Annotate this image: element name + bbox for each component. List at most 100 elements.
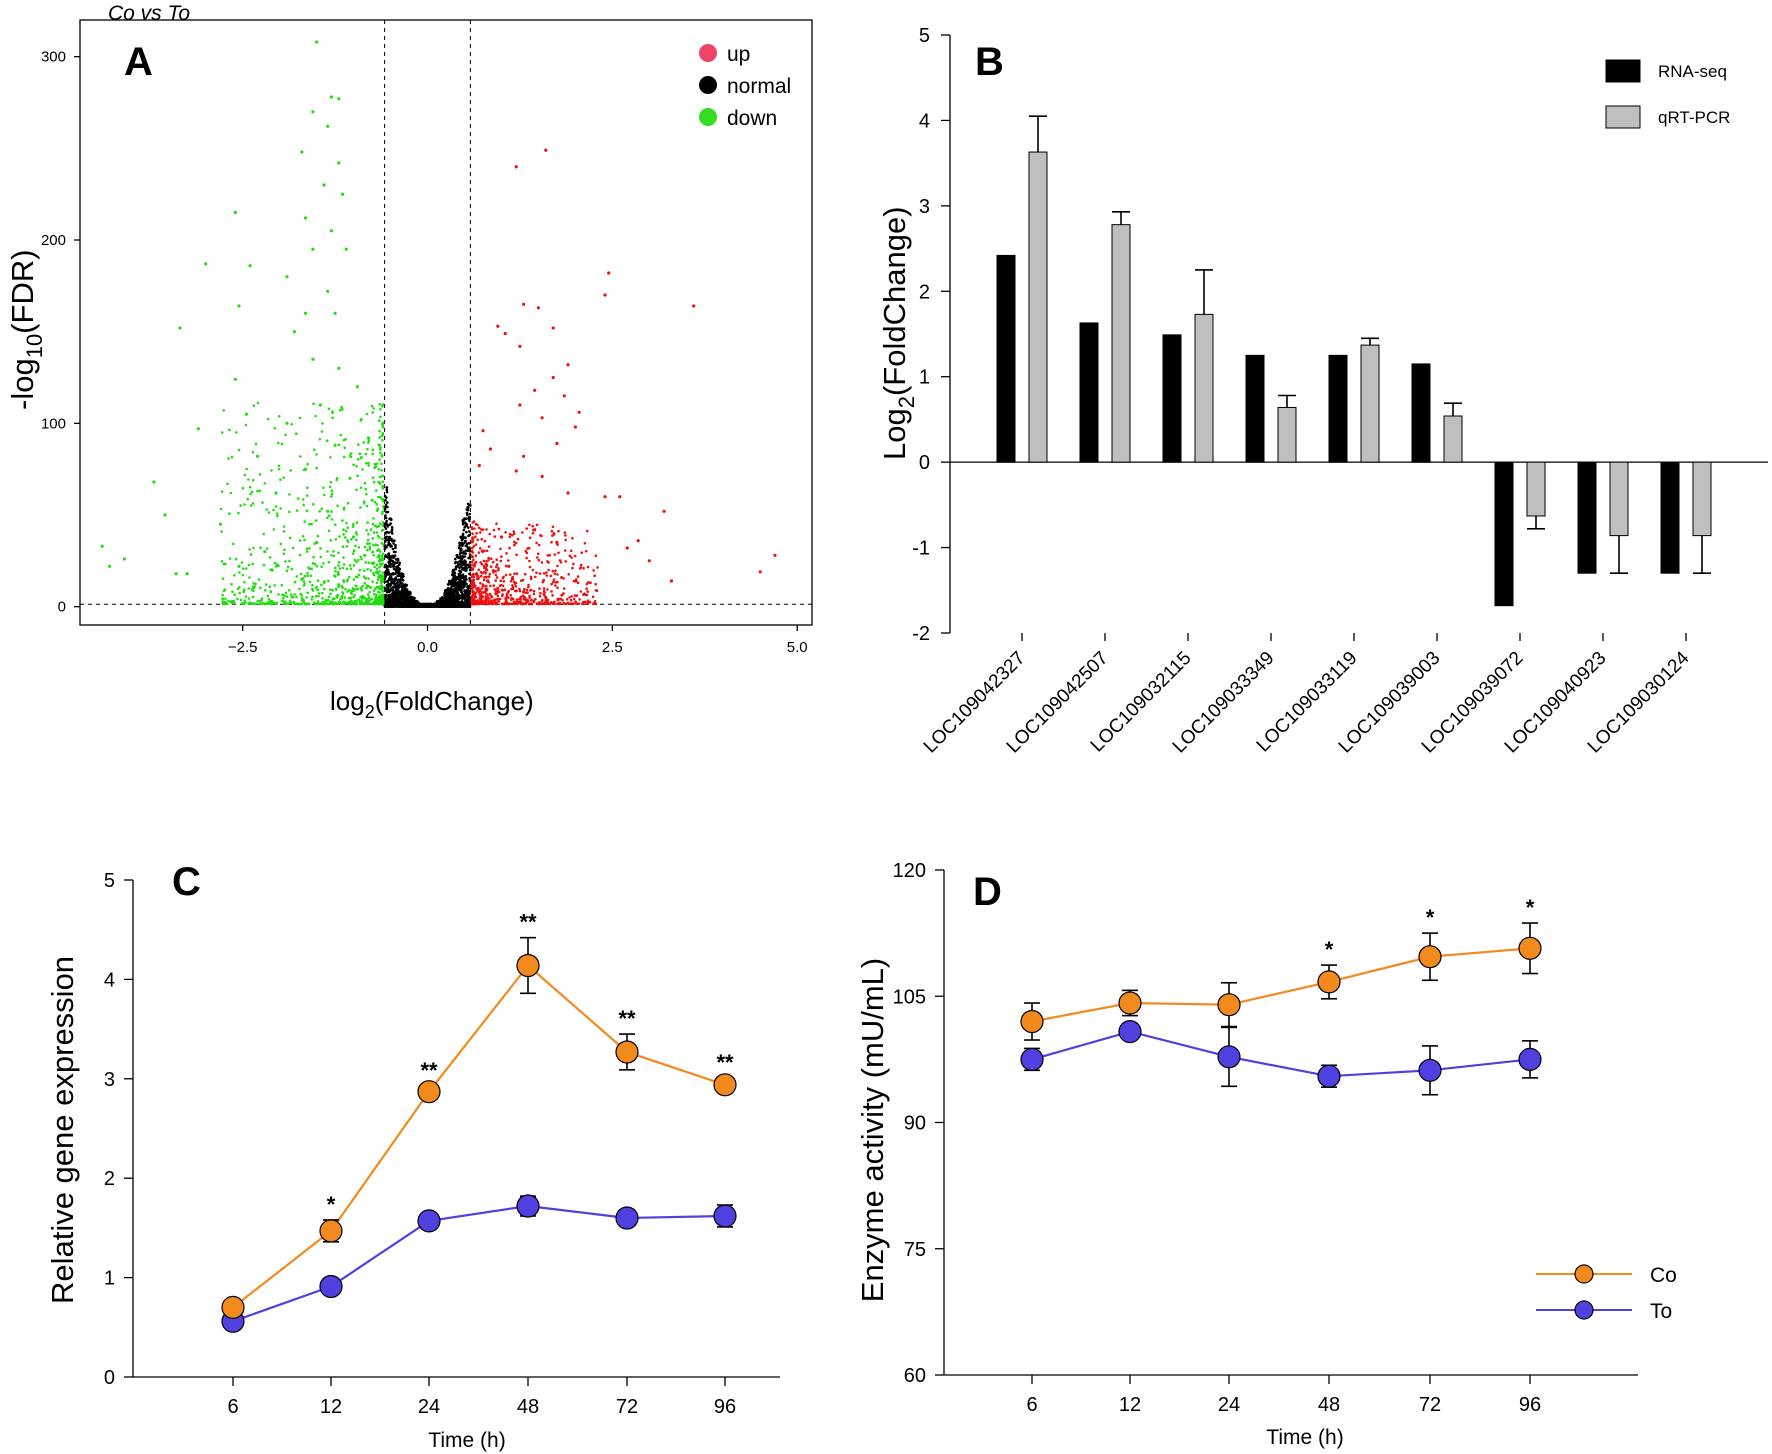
up-point	[546, 560, 549, 563]
up-point	[603, 495, 607, 499]
normal-point	[394, 550, 397, 554]
down-point	[178, 326, 182, 330]
down-point	[238, 591, 241, 595]
down-point	[367, 596, 371, 599]
down-point	[333, 574, 336, 577]
up-point	[477, 551, 481, 554]
normal-point	[383, 522, 387, 526]
normal-point	[397, 586, 401, 589]
normal-point	[395, 581, 399, 585]
normal-point	[386, 501, 389, 504]
down-point	[352, 463, 355, 467]
normal-point	[462, 581, 465, 585]
up-point	[485, 564, 489, 567]
down-point	[280, 442, 284, 446]
normal-point	[443, 591, 446, 595]
down-point	[252, 582, 255, 585]
y-tick-label: 5	[919, 25, 930, 47]
up-point	[574, 578, 578, 581]
b-y-label-rest: (FoldChange)	[877, 206, 912, 396]
up-point	[470, 554, 474, 558]
up-point	[472, 590, 475, 594]
down-point	[334, 538, 338, 541]
down-point	[298, 587, 301, 591]
down-point	[331, 410, 334, 414]
down-point	[378, 602, 381, 605]
down-point	[342, 508, 346, 511]
down-point	[380, 529, 384, 532]
y-tick-label: 90	[904, 1113, 926, 1135]
down-point	[380, 455, 384, 458]
down-point	[265, 508, 269, 511]
y-tick-label: 3	[104, 1069, 115, 1091]
down-point	[375, 531, 379, 534]
up-point	[471, 551, 475, 554]
point-co	[1020, 1009, 1044, 1034]
down-point	[221, 577, 225, 580]
down-point	[220, 560, 224, 563]
down-point	[285, 275, 289, 279]
down-point	[366, 542, 369, 545]
down-point	[344, 247, 348, 251]
down-point	[227, 599, 230, 603]
normal-point	[444, 588, 448, 592]
down-point	[243, 473, 247, 477]
up-point	[578, 598, 581, 601]
down-point	[292, 602, 296, 605]
down-point	[363, 596, 367, 600]
y-tick-label: 105	[893, 986, 926, 1008]
legend-normal-marker	[699, 76, 717, 94]
point-to	[713, 1204, 737, 1228]
up-point	[542, 592, 546, 596]
down-point	[354, 584, 357, 588]
up-point	[503, 331, 507, 336]
up-point	[511, 576, 514, 579]
down-point	[363, 553, 367, 557]
normal-point	[445, 595, 448, 599]
down-point	[283, 548, 286, 552]
down-point	[364, 561, 368, 564]
significance-marker: **	[420, 1058, 438, 1083]
normal-point	[403, 583, 407, 587]
normal-point	[448, 579, 452, 583]
bar-qrt-pcr	[1526, 461, 1546, 517]
b-y-label-subscript: 2	[894, 396, 919, 408]
up-point	[470, 540, 474, 544]
up-point	[548, 553, 551, 557]
down-point	[284, 560, 287, 563]
up-point	[488, 447, 492, 451]
down-point	[344, 587, 347, 591]
down-point	[326, 516, 329, 519]
up-point	[556, 586, 559, 589]
down-point	[266, 594, 270, 598]
down-point	[379, 584, 383, 587]
up-point	[579, 590, 583, 593]
up-point	[553, 553, 557, 556]
up-point	[561, 593, 564, 596]
down-point	[359, 506, 362, 509]
normal-point	[400, 578, 403, 582]
up-point	[568, 554, 572, 558]
down-point	[375, 489, 378, 492]
y-label-rest: (FDR)	[5, 249, 40, 333]
up-point	[500, 602, 504, 606]
up-point	[555, 540, 559, 545]
normal-point	[383, 536, 387, 540]
normal-point	[390, 580, 394, 584]
up-point	[552, 578, 556, 581]
up-point	[534, 575, 537, 579]
down-point	[293, 580, 297, 584]
down-point	[302, 580, 306, 583]
bar-qrt-pcr	[1443, 415, 1463, 463]
up-point	[522, 590, 526, 594]
down-point	[339, 433, 343, 437]
down-point	[357, 457, 360, 461]
normal-point	[464, 575, 468, 578]
down-point	[353, 558, 357, 562]
up-point	[470, 560, 474, 564]
up-point	[572, 562, 575, 566]
down-point	[244, 595, 248, 598]
down-point	[330, 518, 334, 521]
y-tick-label: 1	[104, 1268, 115, 1290]
down-point	[288, 599, 292, 603]
